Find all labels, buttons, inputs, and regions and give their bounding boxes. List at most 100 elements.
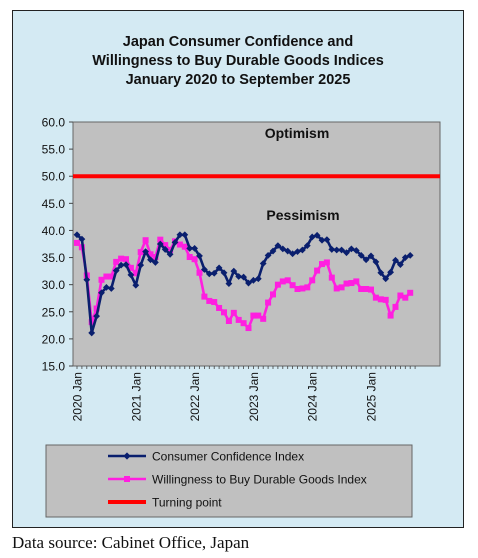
durable-goods-series-point: [216, 304, 223, 311]
x-tick-label: 2021 Jan: [129, 372, 143, 421]
y-tick-label: 60.0: [42, 116, 66, 130]
durable-goods-series-point: [162, 242, 169, 249]
consumer-confidence-series-point: [274, 242, 282, 250]
durable-goods-series-point: [225, 317, 232, 324]
durable-goods-series-point: [98, 276, 105, 283]
durable-goods-series-point: [348, 280, 355, 287]
consumer-confidence-series-point: [122, 261, 130, 269]
consumer-confidence-series-point: [93, 312, 100, 320]
consumer-confidence-series-point: [372, 258, 380, 266]
legend-label: Consumer Confidence Index: [152, 450, 304, 464]
consumer-confidence-series-point: [245, 279, 252, 287]
y-tick-label: 35.0: [42, 251, 66, 265]
durable-goods-series-point: [377, 296, 384, 303]
durable-goods-series-point: [343, 280, 350, 287]
durable-goods-series-point: [181, 243, 188, 250]
durable-goods-series-point: [245, 325, 252, 332]
consumer-confidence-series-point: [78, 235, 86, 243]
y-tick-label: 45.0: [42, 197, 66, 211]
consumer-confidence-series-point: [387, 268, 394, 276]
durable-goods-series-point: [186, 254, 193, 261]
durable-goods-series-point: [167, 246, 174, 253]
plot-area: [72, 121, 441, 367]
y-tick-label: 40.0: [42, 224, 66, 238]
consumer-confidence-series-point: [132, 281, 140, 289]
durable-goods-series-point: [314, 267, 321, 274]
durable-goods-series-point: [407, 289, 414, 296]
consumer-confidence-series-point: [127, 271, 135, 279]
durable-goods-series-point: [103, 273, 110, 280]
durable-goods-series-point: [382, 296, 389, 303]
consumer-confidence-series-point: [210, 269, 218, 277]
consumer-confidence-series-point: [171, 238, 179, 246]
y-tick-label: 25.0: [42, 305, 66, 319]
durable-goods-series-point: [328, 274, 335, 281]
durable-goods-series-point: [221, 309, 227, 316]
durable-goods-series-point: [338, 284, 345, 291]
consumer-confidence-series-point: [166, 250, 174, 258]
annotation-optimism: Optimism: [265, 125, 330, 141]
consumer-confidence-series-point: [284, 247, 292, 255]
consumer-confidence-series-point: [147, 256, 154, 264]
consumer-confidence-series-point: [161, 246, 169, 253]
durable-goods-series-point: [323, 259, 330, 266]
consumer-confidence-series-point: [313, 231, 321, 239]
consumer-confidence-series-point: [176, 231, 184, 239]
durable-goods-series-point: [196, 269, 203, 276]
durable-goods-series-point: [132, 270, 139, 277]
legend-label: Turning point: [152, 496, 222, 510]
x-tick-label: 2022 Jan: [188, 372, 202, 421]
consumer-confidence-series-point: [83, 276, 91, 284]
consumer-confidence-series-point: [107, 285, 115, 292]
durable-goods-series-point: [387, 312, 394, 319]
durable-goods-series-point: [363, 286, 370, 293]
data-source-note: Data source: Cabinet Office, Japan: [12, 533, 250, 552]
consumer-confidence-series-point: [392, 256, 399, 264]
consumer-confidence-series-point: [382, 275, 390, 283]
consumer-confidence-series-point: [343, 249, 350, 257]
durable-goods-series-point: [392, 303, 399, 310]
durable-goods-series-point: [319, 261, 325, 268]
durable-goods-series-point: [265, 299, 272, 306]
durable-goods-series-point: [309, 277, 316, 284]
durable-goods-series-point: [113, 258, 120, 265]
durable-goods-series-point: [152, 254, 159, 261]
consumer-confidence-series-point: [362, 256, 370, 264]
durable-goods-series-point: [250, 312, 257, 319]
y-tick-label: 55.0: [42, 143, 66, 157]
durable-goods-series-point: [137, 249, 144, 256]
consumer-confidence-series-point: [73, 231, 81, 239]
durable-goods-series-point: [211, 299, 218, 306]
consumer-confidence-series-point: [142, 248, 149, 255]
consumer-confidence-series-point: [98, 289, 105, 297]
consumer-confidence-series-point: [289, 250, 296, 258]
x-tick-label: 2024 Jan: [306, 372, 320, 421]
consumer-confidence-series-point: [230, 267, 238, 275]
y-tick-label: 50.0: [42, 170, 66, 184]
consumer-confidence-series-point: [406, 251, 414, 259]
y-tick-label: 30.0: [42, 278, 66, 292]
durable-goods-series-point: [147, 251, 154, 258]
durable-goods-series-point: [157, 236, 164, 243]
consumer-confidence-series-point: [259, 260, 267, 267]
durable-goods-series-point: [176, 241, 183, 248]
consumer-confidence-series-point: [117, 261, 125, 269]
durable-goods-series-point: [191, 256, 198, 263]
consumer-confidence-series-point: [328, 246, 336, 253]
durable-goods-series-point: [255, 312, 262, 319]
consumer-confidence-series-point: [240, 273, 247, 281]
durable-goods-series-point: [260, 315, 267, 322]
annotation-pessimism: Pessimism: [266, 207, 339, 223]
y-tick-label: 20.0: [42, 332, 66, 346]
durable-goods-series-point: [304, 284, 311, 291]
consumer-confidence-series-point: [225, 280, 233, 287]
consumer-confidence-series-point: [279, 245, 287, 253]
durable-goods-series-point: [93, 305, 100, 312]
consumer-confidence-series-point: [338, 246, 345, 254]
consumer-confidence-series-point: [205, 270, 213, 278]
consumer-confidence-series-point: [299, 246, 306, 254]
durable-goods-series-point: [289, 282, 296, 289]
durable-goods-series-point: [240, 320, 247, 327]
consumer-confidence-series-point: [367, 252, 375, 260]
consumer-confidence-series-point: [269, 247, 277, 255]
